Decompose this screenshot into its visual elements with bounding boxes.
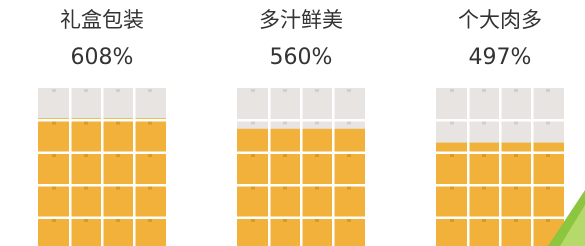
- cell-notch: [283, 219, 287, 222]
- cell-notch: [52, 219, 56, 222]
- cell-gap: [101, 88, 104, 246]
- cell-notch: [482, 187, 486, 190]
- cell-notch: [347, 122, 351, 125]
- category-label: 多汁鲜美: [259, 8, 343, 32]
- cell-notch: [52, 89, 56, 92]
- cell-gap: [237, 152, 365, 155]
- category-label: 礼盒包装: [60, 8, 144, 32]
- cell-notch: [251, 154, 255, 157]
- pictogram-groups: 礼盒包装 608% 多汁鲜美 560% 个大肉多 497%: [38, 8, 564, 246]
- cell-notch: [450, 89, 454, 92]
- cell-notch: [546, 154, 550, 157]
- cell-notch: [84, 154, 88, 157]
- cell-notch: [116, 154, 120, 157]
- cell-notch: [514, 154, 518, 157]
- cell-notch: [251, 122, 255, 125]
- cell-notch: [283, 89, 287, 92]
- cell-gap: [436, 119, 564, 122]
- cell-notch: [251, 219, 255, 222]
- cell-gap: [237, 119, 365, 122]
- cell-notch: [347, 187, 351, 190]
- cell-gap: [436, 152, 564, 155]
- cell-gap: [38, 152, 166, 155]
- chart: 礼盒包装 608% 多汁鲜美 560% 个大肉多 497%: [0, 0, 585, 246]
- cell-notch: [514, 89, 518, 92]
- cell-notch: [148, 187, 152, 190]
- cell-notch: [482, 122, 486, 125]
- cell-notch: [116, 219, 120, 222]
- cell-gap: [38, 217, 166, 220]
- cell-notch: [347, 219, 351, 222]
- cell-notch: [52, 187, 56, 190]
- cell-gap: [69, 88, 72, 246]
- cell-notch: [116, 122, 120, 125]
- cell-notch: [84, 122, 88, 125]
- value-label: 560%: [270, 45, 333, 70]
- cell-notch: [514, 187, 518, 190]
- cell-gap: [268, 88, 271, 246]
- cell-notch: [514, 219, 518, 222]
- cell-notch: [148, 154, 152, 157]
- cell-notch: [482, 154, 486, 157]
- cell-gap: [499, 88, 502, 246]
- cell-notch: [251, 89, 255, 92]
- cell-gap: [38, 184, 166, 187]
- cell-notch: [52, 122, 56, 125]
- cell-gap: [237, 184, 365, 187]
- cell-notch: [482, 89, 486, 92]
- cell-gap: [38, 119, 166, 122]
- cell-notch: [546, 187, 550, 190]
- cell-notch: [84, 187, 88, 190]
- cell-notch: [283, 122, 287, 125]
- cell-notch: [546, 89, 550, 92]
- category-label: 个大肉多: [458, 8, 542, 32]
- cell-notch: [450, 219, 454, 222]
- cell-notch: [148, 89, 152, 92]
- cell-notch: [514, 122, 518, 125]
- cell-notch: [148, 219, 152, 222]
- cell-gap: [332, 88, 335, 246]
- cell-notch: [482, 219, 486, 222]
- cell-notch: [450, 154, 454, 157]
- cell-notch: [315, 187, 319, 190]
- cell-notch: [347, 154, 351, 157]
- cell-gap: [133, 88, 136, 246]
- cell-notch: [84, 89, 88, 92]
- cell-notch: [315, 219, 319, 222]
- cell-gap: [237, 217, 365, 220]
- value-label: 497%: [469, 45, 532, 70]
- cell-gap: [436, 217, 564, 220]
- cell-notch: [251, 187, 255, 190]
- cell-notch: [84, 219, 88, 222]
- cell-notch: [283, 154, 287, 157]
- cell-notch: [315, 89, 319, 92]
- cell-notch: [116, 187, 120, 190]
- cell-notch: [148, 122, 152, 125]
- cell-notch: [450, 187, 454, 190]
- value-label: 608%: [71, 45, 134, 70]
- cell-gap: [531, 88, 534, 246]
- cell-notch: [116, 89, 120, 92]
- cell-gap: [300, 88, 303, 246]
- cell-notch: [315, 122, 319, 125]
- cell-notch: [283, 187, 287, 190]
- cell-notch: [450, 122, 454, 125]
- cell-gap: [436, 184, 564, 187]
- cell-notch: [546, 122, 550, 125]
- cell-notch: [52, 154, 56, 157]
- cell-notch: [347, 89, 351, 92]
- cell-notch: [315, 154, 319, 157]
- cell-gap: [467, 88, 470, 246]
- cell-notch: [546, 219, 550, 222]
